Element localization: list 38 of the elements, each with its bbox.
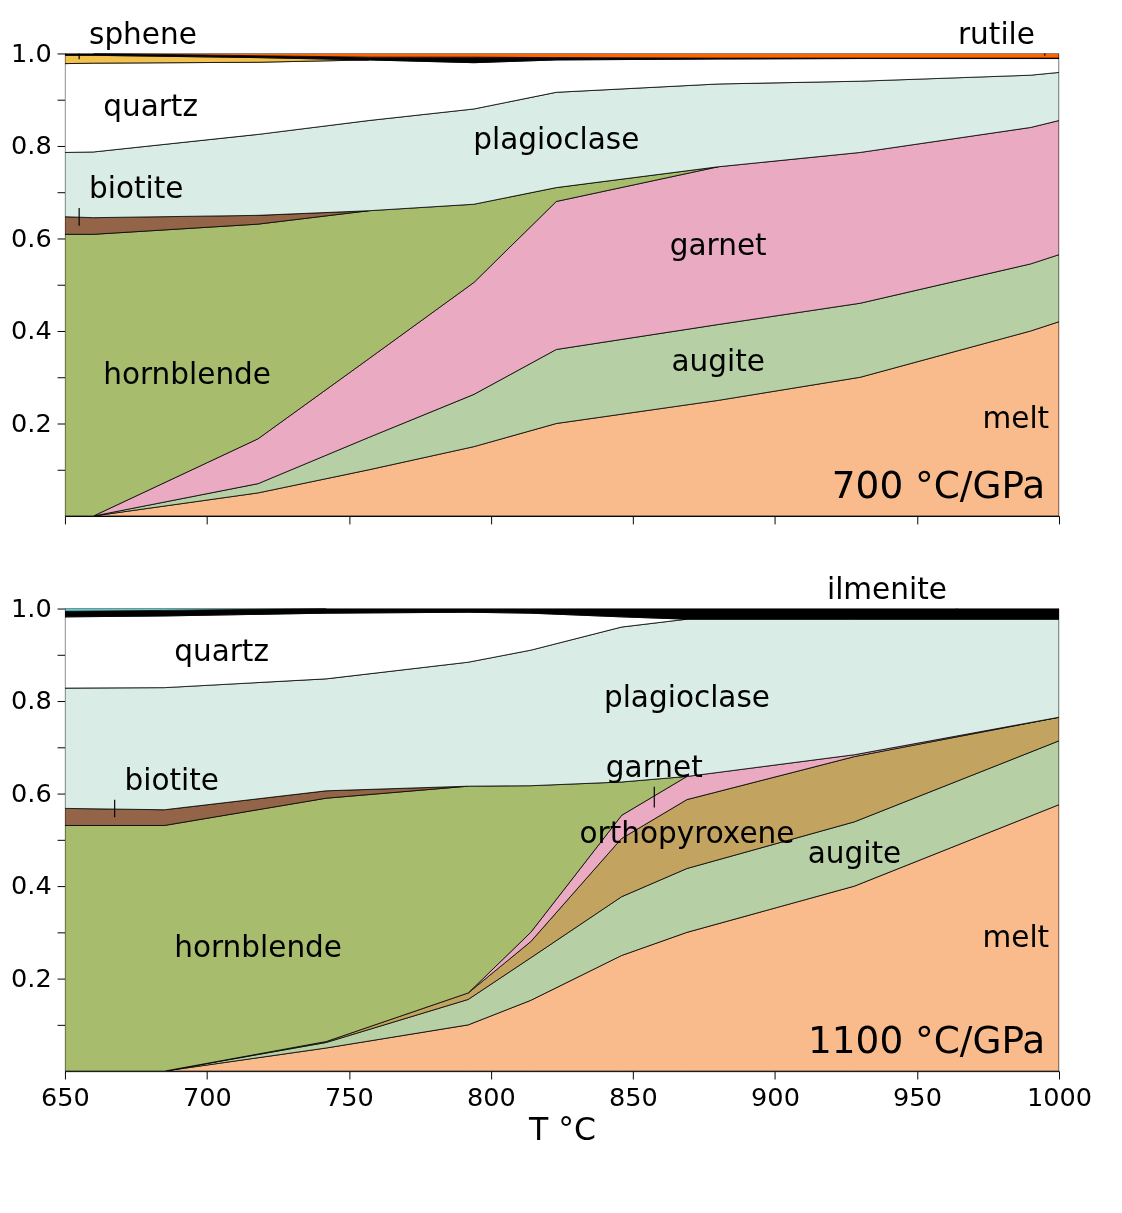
series-label: melt bbox=[982, 919, 1050, 954]
x-tick-label: 650 bbox=[41, 1082, 90, 1113]
series-label: garnet bbox=[605, 749, 703, 784]
x-tick-label: 900 bbox=[751, 1082, 800, 1113]
x-tick-label: 700 bbox=[183, 1082, 232, 1113]
text: 700 °C/GPa bbox=[831, 463, 1046, 508]
y-tick-label: 0.8 bbox=[10, 685, 52, 716]
series-label: augite bbox=[807, 835, 902, 870]
series-label: melt bbox=[982, 400, 1050, 435]
x-axis-title: T °C bbox=[527, 1110, 596, 1147]
series-label: ilmenite bbox=[826, 571, 947, 606]
series-label: hornblende bbox=[174, 930, 342, 965]
series-label: hornblende bbox=[103, 357, 271, 392]
x-tick-label: 800 bbox=[467, 1082, 516, 1113]
x-tick-label: 750 bbox=[325, 1082, 374, 1113]
text: 1100 °C/GPa bbox=[808, 1018, 1046, 1063]
series-label: sphene bbox=[89, 16, 197, 51]
x-tick-label: 1000 bbox=[1026, 1082, 1093, 1113]
y-tick-label: 0.8 bbox=[10, 130, 52, 161]
series-label: biotite bbox=[124, 762, 219, 797]
x-tick-label: 850 bbox=[609, 1082, 658, 1113]
legend-label: quartz bbox=[103, 89, 198, 124]
x-tick-label: 950 bbox=[893, 1082, 942, 1113]
y-tick-label: 0.6 bbox=[10, 777, 52, 808]
y-tick-label: 0.6 bbox=[10, 222, 52, 253]
y-tick-label: 0.2 bbox=[10, 962, 52, 993]
y-tick-label: 0.4 bbox=[10, 870, 52, 901]
series-label: plagioclase bbox=[473, 121, 640, 156]
y-tick-label: 1.0 bbox=[10, 592, 52, 623]
series-label: rutile bbox=[957, 16, 1035, 51]
series-label: biotite bbox=[89, 171, 184, 206]
series-label: plagioclase bbox=[603, 679, 770, 714]
series-label: quartz bbox=[174, 633, 269, 668]
series-label: augite bbox=[671, 344, 765, 379]
series-label: garnet bbox=[669, 227, 767, 262]
y-tick-label: 0.2 bbox=[10, 407, 52, 438]
y-tick-label: 0.4 bbox=[10, 315, 52, 346]
y-tick-label: 1.0 bbox=[10, 37, 52, 68]
